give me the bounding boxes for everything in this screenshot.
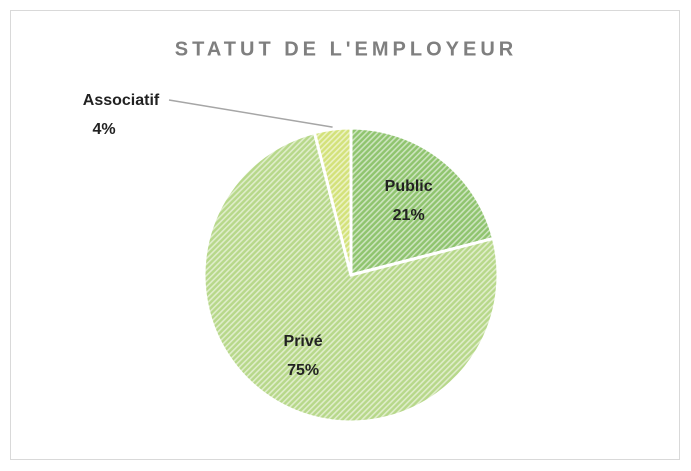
- slice-value: 4%: [92, 121, 115, 138]
- pie-slice: [349, 126, 496, 277]
- leader-line: [168, 99, 333, 128]
- pie-slice: [312, 126, 353, 276]
- slice-value: 21%: [393, 207, 425, 224]
- slice-label: Associatif: [83, 92, 160, 109]
- slice-label: Privé: [284, 333, 323, 350]
- slice-label: Public: [385, 178, 433, 195]
- chart-title: STATUT DE L'EMPLOYEUR: [175, 38, 517, 60]
- pie-slice: [202, 130, 500, 424]
- slice-value: 75%: [287, 362, 319, 379]
